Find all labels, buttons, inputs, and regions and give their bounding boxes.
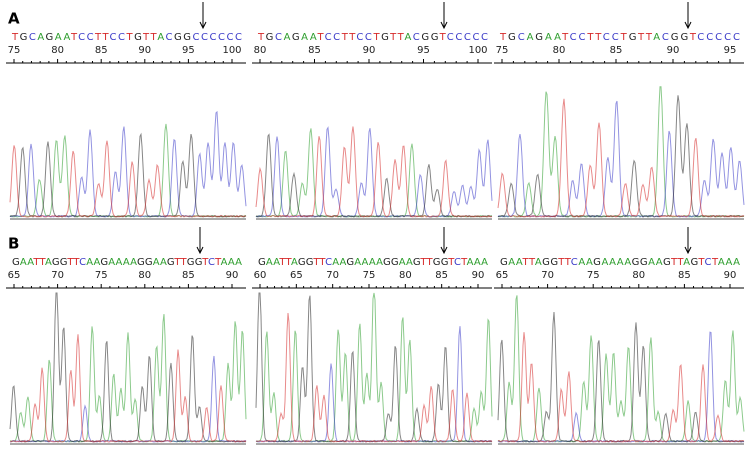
trace — [497, 311, 745, 443]
panel-label: B — [8, 235, 19, 253]
tick-label: 85 — [308, 45, 321, 56]
trace — [9, 110, 247, 218]
tick-label: 65 — [496, 270, 509, 281]
tick-label: 80 — [553, 45, 566, 56]
tick-label: 85 — [610, 45, 623, 56]
tick-label: 70 — [326, 270, 339, 281]
tick-label: 70 — [541, 270, 554, 281]
tick-label: 75 — [95, 270, 108, 281]
tick-label: 80 — [399, 270, 412, 281]
tick-label: 90 — [226, 270, 239, 281]
arrow-head — [440, 21, 448, 30]
tick-label: 95 — [182, 45, 195, 56]
tick-label: 85 — [678, 270, 691, 281]
tick-label: 80 — [254, 45, 267, 56]
tick-label: 80 — [632, 270, 645, 281]
tick-label: 85 — [435, 270, 448, 281]
trace — [9, 140, 247, 218]
tick-label: 90 — [667, 45, 680, 56]
tick-label: 90 — [472, 270, 485, 281]
panel-label: A — [8, 10, 20, 28]
tick-label: 85 — [95, 45, 108, 56]
tick-label: 90 — [138, 45, 151, 56]
tick-label: 75 — [363, 270, 376, 281]
tick-label: 100 — [222, 45, 241, 56]
tick-label: 85 — [182, 270, 195, 281]
tick-label: 90 — [363, 45, 376, 56]
arrow-head — [684, 21, 692, 30]
arrow-head — [199, 21, 207, 30]
sequence: GAATTAGGTTCAAGAAAAGGAAGTTGGTCTAAA — [258, 257, 488, 268]
tick-label: 60 — [254, 270, 267, 281]
tick-label: 80 — [138, 270, 151, 281]
trace — [497, 98, 745, 218]
tick-label: 80 — [51, 45, 64, 56]
sequence: GAATTAGGTTCAAGAAAAGGAAGTTAGTCTAAA — [500, 257, 740, 268]
trace — [255, 133, 493, 218]
tick-label: 65 — [290, 270, 303, 281]
trace — [255, 312, 493, 443]
trace — [497, 332, 745, 443]
tick-label: 65 — [8, 270, 21, 281]
trace — [9, 334, 247, 443]
arrow-head — [196, 246, 204, 255]
arrow-head — [684, 246, 692, 255]
trace — [497, 295, 745, 443]
tick-label: 95 — [724, 45, 737, 56]
trace — [255, 126, 493, 218]
tick-label: 70 — [51, 270, 64, 281]
trace — [497, 100, 745, 218]
tick-label: 90 — [724, 270, 737, 281]
tick-label: 100 — [468, 45, 487, 56]
tick-label: 75 — [587, 270, 600, 281]
tick-label: 75 — [8, 45, 21, 56]
tick-label: 75 — [496, 45, 509, 56]
arrow-head — [440, 246, 448, 255]
sequence: GAATTAGGTTCAAGAAAAGGAAGTTGGTCTAAA — [12, 257, 242, 268]
tick-label: 95 — [417, 45, 430, 56]
